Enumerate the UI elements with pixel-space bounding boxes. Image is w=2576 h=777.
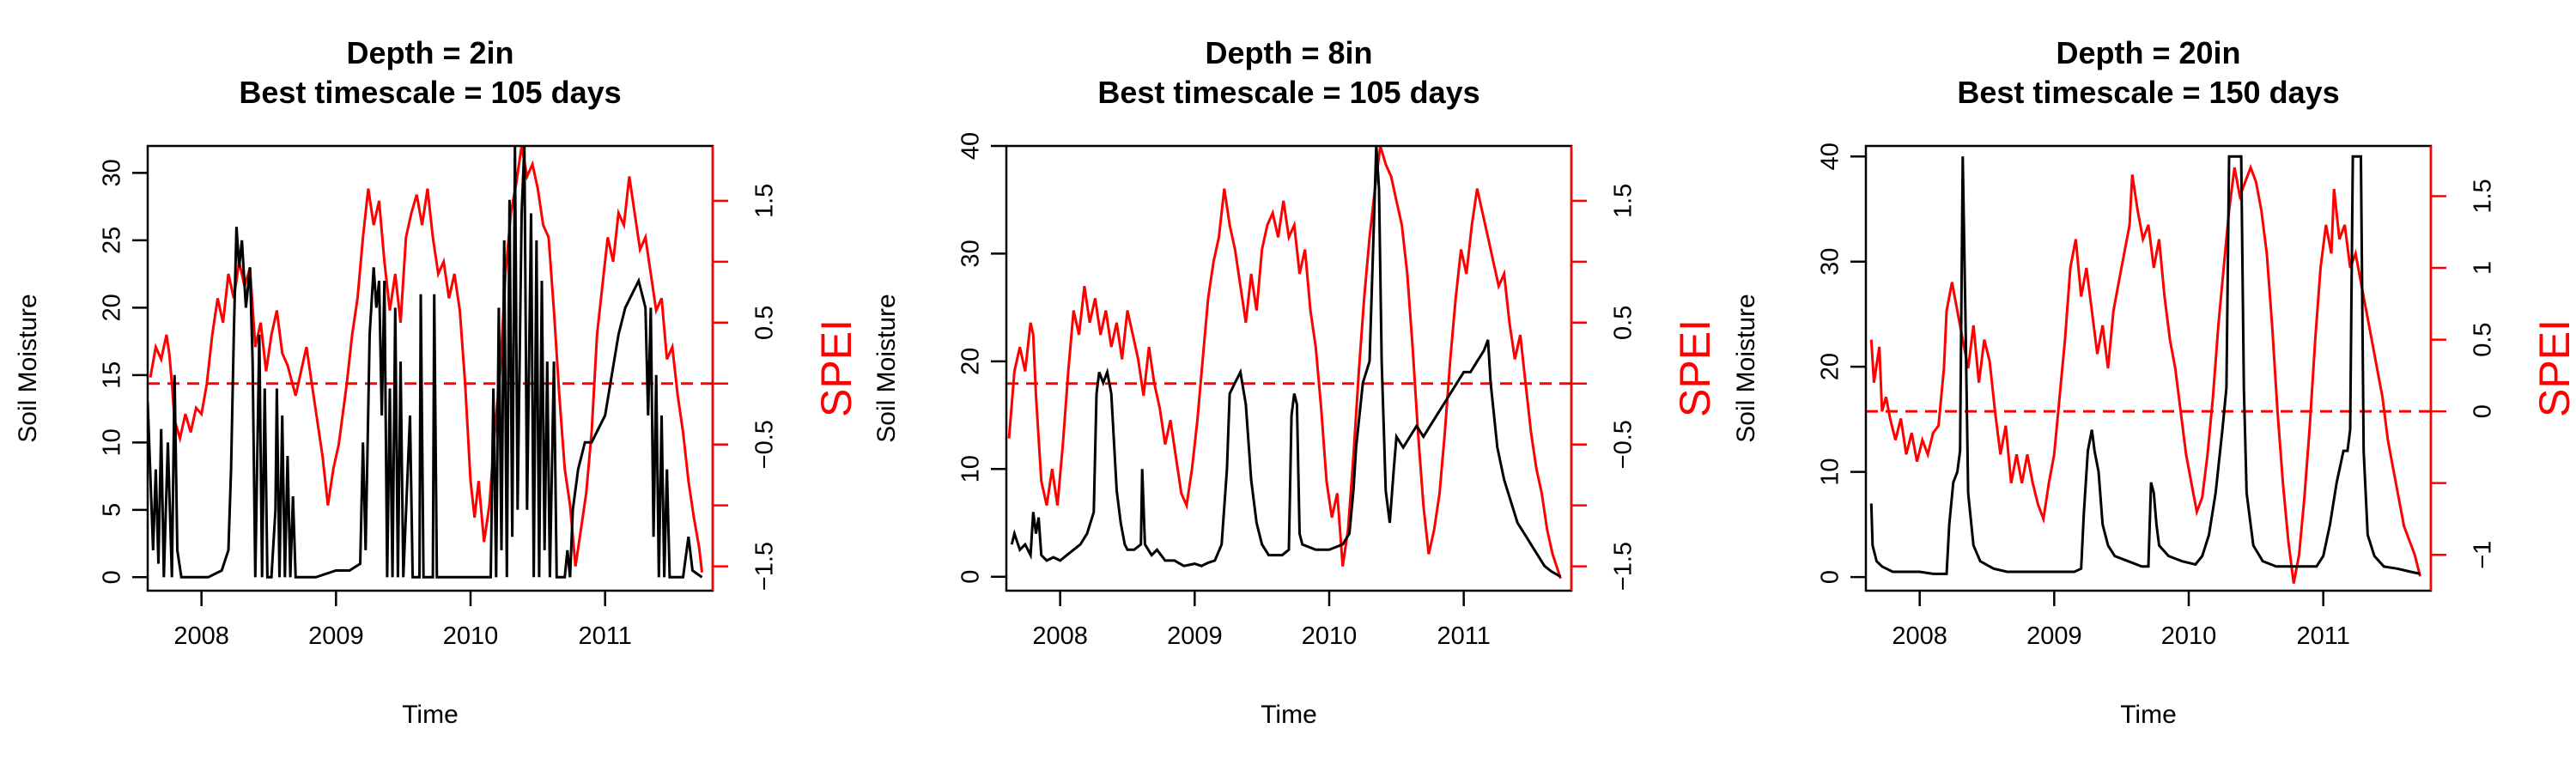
spei-tick-label: −1 (2470, 541, 2497, 569)
y-axis-label: Soil Moisture (872, 294, 901, 442)
y-axis-label: Soil Moisture (1732, 294, 1760, 442)
spei-tick-label: 1.5 (751, 184, 779, 218)
y-tick-label: 40 (957, 132, 985, 160)
chart-subtitle: Best timescale = 150 days (1957, 75, 2339, 110)
chart-subtitle: Best timescale = 105 days (239, 75, 621, 110)
x-tick-label: 2008 (173, 622, 229, 650)
y-tick-label: 5 (99, 503, 126, 517)
y-tick-label: 0 (957, 570, 985, 584)
x-tick-label: 2009 (308, 622, 364, 650)
x-tick-label: 2011 (2296, 622, 2349, 650)
plot-frame (1864, 144, 2433, 592)
spei-axis-label: SPEI (1671, 319, 1719, 417)
y-tick-label: 10 (957, 455, 985, 483)
y-tick-label: 10 (99, 428, 126, 456)
x-tick-label: 2009 (1167, 622, 1223, 650)
spei-tick-label: −0.5 (751, 420, 779, 469)
spei-axis-label: SPEI (2530, 319, 2576, 417)
x-tick-label: 2008 (1032, 622, 1088, 650)
soil-moisture-series-line (1010, 146, 1562, 579)
spei-series-line (1869, 163, 2421, 584)
y-tick-label: 30 (1817, 248, 1844, 276)
x-tick-label: 2010 (2161, 622, 2217, 650)
x-tick-label: 2011 (578, 622, 631, 650)
x-tick-label: 2009 (2026, 622, 2082, 650)
spei-tick-label: −1.5 (1610, 542, 1637, 591)
y-tick-label: 15 (99, 361, 126, 389)
y-tick-label: 25 (99, 227, 126, 254)
x-tick-label: 2010 (443, 622, 499, 650)
y-tick-label: 40 (1817, 143, 1844, 170)
x-tick-label: 2008 (1892, 622, 1947, 650)
y-tick-label: 10 (1817, 458, 1844, 485)
x-tick-label: 2011 (1437, 622, 1490, 650)
spei-tick-label: 1 (2470, 261, 2497, 275)
spei-tick-label: 1.5 (1610, 184, 1637, 218)
spei-tick-label: 0 (2470, 404, 2497, 418)
spei-tick-label: 0.5 (751, 306, 779, 340)
x-axis-label: Time (402, 701, 459, 729)
spei-tick-label: 0.5 (1610, 306, 1637, 340)
spei-series-line (1007, 146, 1562, 580)
spei-tick-label: −1.5 (751, 542, 779, 591)
y-tick-label: 20 (957, 348, 985, 375)
chart-subtitle: Best timescale = 105 days (1097, 75, 1479, 110)
chart-title: Depth = 20in (2056, 35, 2240, 70)
x-axis-label: Time (1261, 701, 1317, 729)
spei-tick-label: 0.5 (2470, 322, 2497, 356)
chart-title: Depth = 8in (1205, 35, 1372, 70)
chart-title: Depth = 2in (346, 35, 513, 70)
panel-1: Depth = 2in Best timescale = 105 days 2008… (14, 35, 860, 729)
soil-moisture-series-line (1869, 155, 2421, 575)
spei-axis-label: SPEI (812, 319, 860, 417)
y-tick-label: 20 (99, 294, 126, 321)
panel-2: Depth = 8in Best timescale = 105 days 2008… (872, 35, 1719, 729)
soil-moisture-series-line (148, 146, 703, 579)
x-tick-label: 2010 (1302, 622, 1358, 650)
y-tick-label: 30 (957, 240, 985, 267)
spei-tick-label: 1.5 (2470, 179, 2497, 213)
y-axis-label: Soil Moisture (14, 294, 42, 442)
y-tick-label: 0 (99, 570, 126, 584)
spei-tick-label: −0.5 (1610, 420, 1637, 469)
y-tick-label: 30 (99, 159, 126, 186)
x-axis-label: Time (2120, 701, 2177, 729)
y-tick-label: 20 (1817, 353, 1844, 380)
y-tick-label: 0 (1817, 570, 1844, 584)
